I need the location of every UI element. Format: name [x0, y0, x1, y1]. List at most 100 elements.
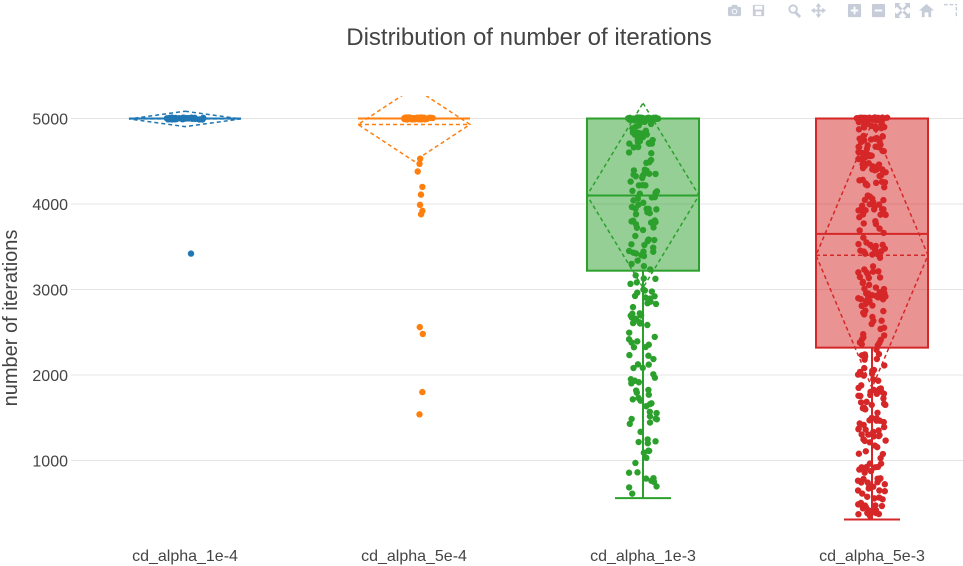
data-point	[876, 487, 883, 494]
data-point	[880, 418, 887, 426]
data-point	[862, 307, 869, 314]
data-point	[641, 166, 649, 173]
data-point	[650, 248, 657, 255]
y-axis-ticks: 1000 2000 3000 4000 5000	[32, 112, 68, 471]
data-point	[865, 431, 872, 438]
data-point	[418, 116, 425, 123]
data-point	[632, 232, 639, 240]
data-point	[652, 170, 659, 178]
data-point	[869, 195, 876, 202]
data-point	[627, 178, 634, 185]
data-point	[876, 274, 884, 281]
data-point	[632, 210, 640, 218]
data-point	[867, 391, 874, 399]
data-point	[880, 423, 888, 431]
zoom-icon[interactable]	[785, 2, 803, 18]
data-point	[861, 266, 868, 273]
outlier-point	[417, 191, 425, 198]
data-point	[627, 280, 634, 288]
data-point	[641, 241, 648, 249]
data-point	[641, 118, 648, 125]
data-point	[647, 156, 655, 164]
pan-icon[interactable]	[809, 2, 827, 18]
data-point	[643, 131, 651, 138]
data-point	[645, 447, 653, 455]
data-point	[625, 336, 633, 343]
data-point	[642, 343, 649, 351]
data-point	[653, 188, 661, 195]
data-point	[872, 220, 880, 228]
data-point	[875, 161, 883, 168]
autoscale-icon[interactable]	[893, 2, 911, 18]
home-icon[interactable]	[917, 2, 935, 18]
data-point	[198, 116, 206, 123]
data-point	[882, 437, 889, 444]
data-point	[870, 428, 877, 436]
data-point	[859, 176, 866, 184]
data-point	[639, 181, 646, 189]
data-point	[857, 371, 865, 378]
data-point	[634, 361, 642, 368]
outlier-point	[416, 160, 423, 168]
data-point	[645, 352, 652, 359]
data-point	[874, 443, 881, 451]
data-point	[882, 211, 889, 219]
zoom-in-icon[interactable]	[845, 2, 863, 18]
data-point	[652, 275, 659, 283]
data-point	[644, 321, 651, 329]
data-point	[632, 250, 640, 257]
save-icon[interactable]	[749, 2, 767, 18]
data-point	[880, 147, 887, 155]
data-point	[639, 364, 646, 372]
data-point	[644, 208, 651, 216]
data-point	[630, 171, 637, 178]
data-point	[859, 161, 866, 168]
outlier-point	[414, 168, 421, 175]
data-point	[861, 351, 869, 358]
data-point	[629, 187, 636, 195]
data-point	[873, 166, 880, 173]
data-point	[626, 351, 633, 359]
data-point	[860, 475, 867, 483]
data-point	[858, 431, 865, 438]
data-point	[860, 436, 867, 443]
data-point	[880, 229, 887, 237]
data-point	[628, 241, 635, 248]
data-point	[861, 356, 868, 363]
data-point	[626, 140, 633, 147]
data-point	[881, 245, 889, 252]
data-point	[628, 415, 635, 423]
data-point	[855, 240, 862, 248]
data-point	[634, 195, 642, 202]
data-point	[637, 428, 644, 436]
data-point	[877, 325, 884, 333]
data-point	[876, 225, 883, 232]
data-points	[401, 114, 436, 418]
data-point	[191, 115, 199, 122]
data-point	[652, 415, 659, 422]
zoom-out-icon[interactable]	[869, 2, 887, 18]
y-tick-label: 4000	[32, 197, 68, 214]
data-point	[864, 493, 871, 500]
data-point	[873, 346, 880, 353]
data-point	[879, 296, 887, 303]
data-point	[854, 477, 862, 484]
spikelines-icon[interactable]	[941, 2, 959, 18]
data-point	[645, 386, 652, 394]
data-point	[645, 391, 653, 398]
data-point	[651, 193, 659, 201]
data-point	[629, 217, 637, 224]
camera-icon[interactable]	[725, 2, 743, 18]
data-point	[878, 121, 885, 129]
data-point	[636, 190, 644, 197]
data-point	[869, 251, 876, 258]
data-point	[639, 173, 646, 180]
y-tick-label: 1000	[32, 454, 68, 471]
data-point	[880, 179, 888, 186]
data-point	[870, 206, 878, 213]
box-trace-cd_alpha_5e-3	[815, 114, 929, 521]
outlier-point	[417, 211, 425, 218]
box-trace-cd_alpha_1e-4	[128, 110, 242, 257]
data-point	[864, 509, 871, 517]
mean-sd-diamond	[128, 110, 242, 128]
